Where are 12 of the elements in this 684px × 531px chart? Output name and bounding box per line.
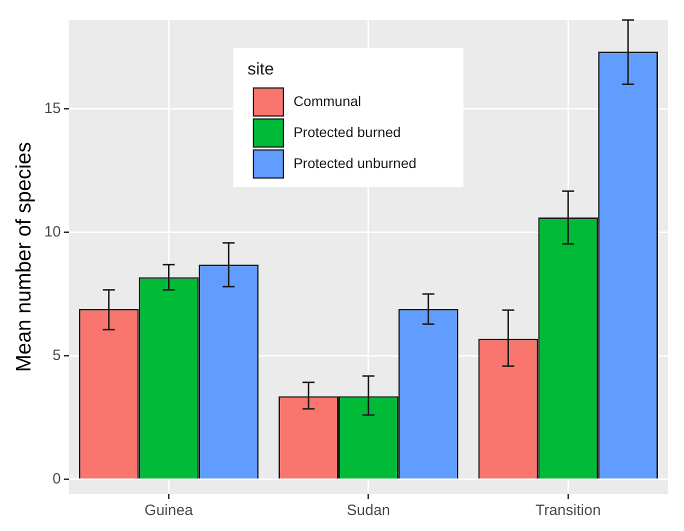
y-tick-label: 0 [52, 470, 61, 488]
y-tick-label: 15 [44, 100, 61, 118]
legend-label: Protected burned [293, 124, 401, 140]
y-axis-title: Mean number of species [12, 142, 36, 372]
y-tick-label: 5 [52, 346, 61, 364]
legend-label: Communal [293, 92, 362, 109]
x-tick-label: Transition [535, 502, 601, 520]
legend-title: site [247, 60, 274, 79]
y-tick-label: 10 [44, 223, 61, 240]
legend-label: Protected unburned [293, 154, 416, 171]
x-tick-label: Sudan [346, 502, 390, 520]
x-tick-label: Guinea [144, 502, 194, 520]
